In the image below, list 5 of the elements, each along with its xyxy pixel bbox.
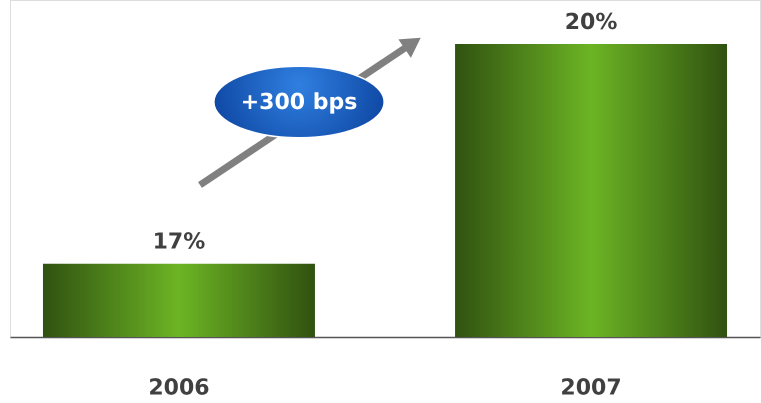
x-tick-label: 2007 <box>560 376 622 400</box>
data-label: 17% <box>152 230 206 255</box>
annotation: +300 bps <box>240 90 358 115</box>
x-tick-label: 2006 <box>148 376 210 400</box>
data-label: 20% <box>564 10 618 35</box>
